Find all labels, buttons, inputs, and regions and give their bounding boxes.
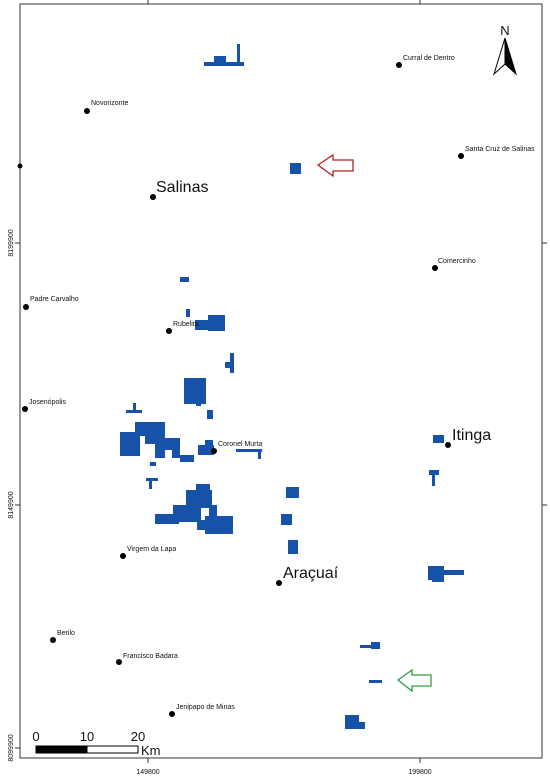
north-arrow-icon: N	[492, 23, 518, 76]
label-rubelita: Rubelita	[173, 321, 199, 328]
tick-marks	[15, 0, 547, 763]
dot-aracuai	[276, 580, 282, 586]
dot-padre-carvalho	[23, 304, 29, 310]
city-dots	[17, 62, 464, 717]
label-itinga: Itinga	[452, 427, 491, 444]
dot-comercinho	[432, 265, 438, 271]
dot-novorizonte	[84, 108, 90, 114]
dot-left-edge	[17, 163, 23, 169]
label-padre-carvalho: Padre Carvalho	[30, 296, 79, 303]
dot-francisco-badara	[116, 659, 122, 665]
label-salinas: Salinas	[156, 179, 208, 196]
dot-berilo	[50, 637, 56, 643]
label-aracuai: Araçuaí	[283, 565, 339, 582]
label-francisco-badara: Francisco Badara	[123, 653, 178, 660]
scale-label-0: 0	[32, 729, 39, 744]
dot-itinga	[445, 442, 451, 448]
dot-santa-cruz	[458, 153, 464, 159]
y-tick-label-1: 8199900	[8, 229, 15, 256]
label-berilo: Berilo	[57, 630, 75, 637]
scale-unit: Km	[141, 743, 161, 758]
label-jenipapo: Jenipapo de Minas	[176, 704, 235, 711]
map-frame	[19, 3, 543, 759]
green-arrow-icon	[396, 668, 432, 693]
label-comercinho: Comercinho	[438, 258, 476, 265]
dot-salinas	[150, 194, 156, 200]
scale-label-10: 10	[80, 729, 94, 744]
scale-bar: 0 10 20 Km	[32, 729, 160, 758]
area-polygons	[120, 44, 464, 729]
x-tick-label-1: 149800	[136, 769, 159, 776]
y-tick-label-3: 8099900	[8, 734, 15, 761]
label-virgem-da-lapa: Virgem da Lapa	[127, 546, 176, 553]
dot-virgem-da-lapa	[120, 553, 126, 559]
dot-curral-de-dentro	[396, 62, 402, 68]
label-novorizonte: Novorizonte	[91, 100, 128, 107]
label-coronel-murta: Coronel Murta	[218, 441, 262, 448]
north-label: N	[500, 23, 509, 38]
dot-jenipapo	[169, 711, 175, 717]
dot-josenopolis	[22, 406, 28, 412]
y-tick-label-2: 8149900	[8, 491, 15, 518]
label-josenopolis: Josenópolis	[29, 399, 66, 406]
scale-label-20: 20	[131, 729, 145, 744]
x-tick-label-2: 199800	[408, 769, 431, 776]
label-santa-cruz: Santa Cruz de Salinas	[465, 146, 535, 153]
dot-coronel-murta	[211, 448, 217, 454]
red-arrow-icon	[316, 153, 354, 178]
dot-rubelita	[166, 328, 172, 334]
label-curral-de-dentro: Curral de Dentro	[403, 55, 455, 62]
